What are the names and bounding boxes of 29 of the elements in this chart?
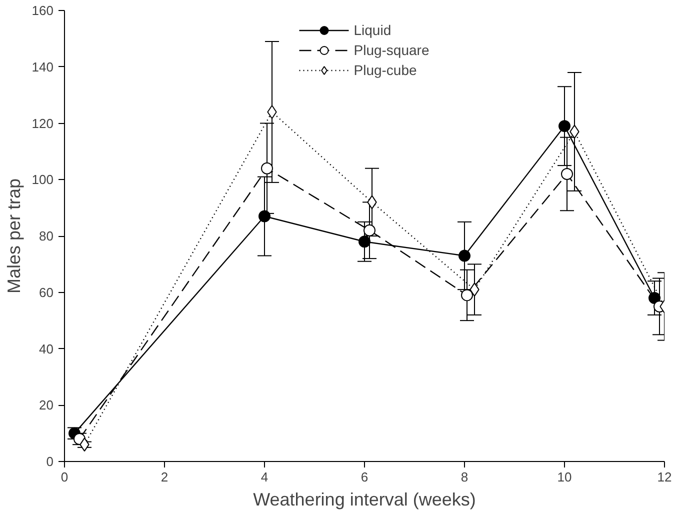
x-tick-label: 4 bbox=[260, 470, 268, 484]
point bbox=[461, 289, 473, 302]
legend-label: Plug-cube bbox=[354, 62, 417, 78]
y-tick-label: 140 bbox=[32, 59, 54, 74]
point bbox=[258, 210, 270, 222]
x-tick-label: 2 bbox=[160, 470, 168, 484]
point bbox=[458, 250, 470, 262]
x-tick-label: 6 bbox=[360, 470, 368, 484]
x-tick-label: 8 bbox=[460, 470, 468, 484]
point bbox=[561, 168, 573, 180]
y-tick-label: 80 bbox=[39, 228, 54, 244]
x-tick-label: 12 bbox=[657, 470, 672, 484]
y-tick-label: 20 bbox=[39, 398, 54, 413]
y-tick-label: 0 bbox=[46, 454, 54, 469]
point bbox=[558, 120, 570, 132]
y-tick-label: 100 bbox=[32, 172, 54, 188]
y-tick-label: 40 bbox=[39, 341, 54, 356]
x-tick-label: 0 bbox=[60, 470, 68, 484]
legend-label: Plug-square bbox=[354, 42, 430, 58]
point bbox=[358, 236, 370, 248]
y-tick-label: 60 bbox=[39, 284, 54, 300]
point bbox=[261, 162, 273, 174]
x-tick-label: 10 bbox=[557, 470, 572, 484]
y-axis-title: Males per trap bbox=[4, 178, 24, 294]
y-tick-label: 120 bbox=[32, 116, 54, 131]
y-tick-label: 160 bbox=[32, 3, 54, 18]
point bbox=[364, 224, 376, 236]
legend-label: Liquid bbox=[354, 22, 392, 38]
x-axis-title: Weathering interval (weeks) bbox=[253, 490, 476, 510]
